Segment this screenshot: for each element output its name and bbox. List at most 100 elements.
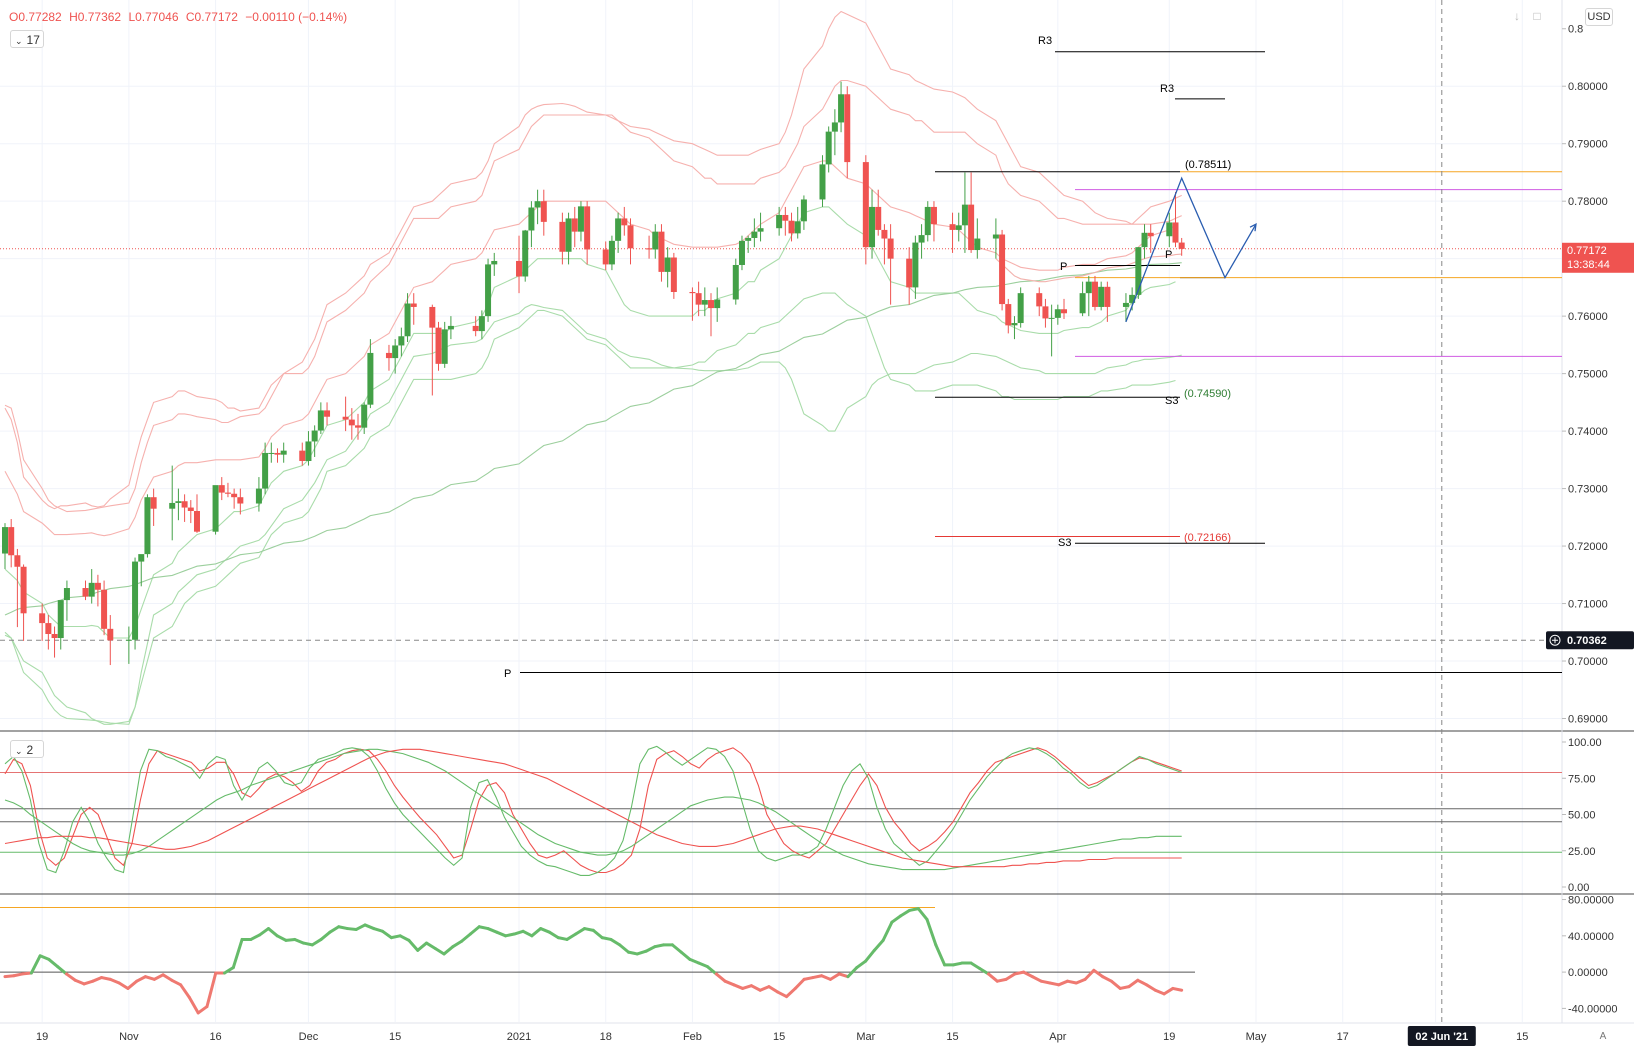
candle-body bbox=[602, 249, 609, 265]
candle bbox=[658, 224, 665, 282]
candle bbox=[385, 344, 392, 371]
momentum-segment bbox=[1004, 972, 1017, 981]
candle-body bbox=[646, 248, 653, 250]
momentum-segment bbox=[837, 972, 850, 979]
candle-body bbox=[534, 201, 541, 208]
candle bbox=[1054, 304, 1061, 325]
candle-body bbox=[738, 240, 745, 265]
arrow-down-icon[interactable]: ↓ bbox=[1514, 9, 1520, 23]
crosshair-price-value: 0.70362 bbox=[1567, 635, 1607, 647]
candle-body bbox=[144, 497, 151, 555]
candle-body bbox=[107, 628, 114, 641]
candle-body bbox=[869, 206, 876, 248]
level-label: S3 bbox=[1058, 537, 1071, 549]
candle-body bbox=[924, 206, 931, 236]
oscillator-line bbox=[4, 747, 1182, 874]
candle-body bbox=[757, 228, 764, 232]
candle-body bbox=[522, 230, 529, 277]
candle-body bbox=[311, 430, 318, 442]
momentum-axis-label: 40.00000 bbox=[1568, 931, 1614, 943]
candle bbox=[2, 523, 8, 570]
momentum-segment bbox=[697, 961, 709, 969]
candle bbox=[435, 321, 442, 371]
candle-body bbox=[1166, 222, 1173, 237]
candle bbox=[472, 316, 479, 337]
price-axis-label: 0.72000 bbox=[1568, 541, 1608, 553]
candle-body bbox=[324, 410, 331, 417]
momentum-segment bbox=[29, 954, 42, 975]
candle bbox=[714, 287, 721, 322]
chevron-down-icon: ⌄ bbox=[15, 36, 23, 46]
candle-body bbox=[348, 419, 355, 426]
candle bbox=[14, 548, 21, 628]
momentum-segment bbox=[205, 971, 218, 1009]
projection-arrowhead bbox=[1249, 223, 1257, 232]
momentum-segment bbox=[688, 957, 701, 965]
price-axis-label: 0.70000 bbox=[1568, 656, 1608, 668]
momentum-segment bbox=[521, 929, 534, 938]
auto-scale-button[interactable]: A bbox=[1599, 1031, 1607, 1042]
momentum-axis-label: -40.00000 bbox=[1568, 1003, 1618, 1015]
candle bbox=[1042, 298, 1049, 328]
candle bbox=[231, 488, 238, 509]
overlay-line bbox=[4, 79, 1182, 510]
candle bbox=[738, 235, 745, 271]
candle-body bbox=[429, 306, 436, 328]
momentum-segment bbox=[749, 984, 762, 992]
momentum-segment bbox=[758, 985, 771, 992]
time-axis-label: 16 bbox=[209, 1031, 221, 1043]
candle-body bbox=[398, 336, 405, 346]
candle-body bbox=[708, 300, 715, 309]
momentum-segment bbox=[1022, 970, 1034, 979]
candle bbox=[664, 247, 671, 288]
indicators-count: 17 bbox=[26, 33, 40, 47]
oscillator-toggle-button[interactable]: ⌄ 2 bbox=[10, 740, 44, 758]
candle bbox=[646, 235, 653, 259]
candle-body bbox=[608, 240, 615, 265]
candle bbox=[1061, 298, 1068, 320]
momentum-segment bbox=[776, 990, 789, 999]
momentum-segment bbox=[723, 979, 736, 987]
momentum-segment bbox=[143, 975, 156, 981]
momentum-segment bbox=[38, 954, 51, 961]
candle bbox=[299, 442, 306, 466]
candle bbox=[930, 201, 937, 242]
candle bbox=[1122, 293, 1129, 322]
maximize-icon[interactable]: □ bbox=[1533, 9, 1541, 23]
candle bbox=[776, 206, 783, 236]
overlay-line bbox=[4, 304, 1182, 725]
oscillator-count: 2 bbox=[26, 743, 34, 757]
candle bbox=[608, 235, 615, 271]
indicators-toggle-button[interactable]: ⌄ 17 bbox=[10, 30, 44, 48]
candle-body bbox=[435, 327, 442, 364]
momentum-segment bbox=[714, 972, 727, 983]
candle-body bbox=[88, 582, 95, 597]
candle bbox=[45, 615, 52, 650]
time-axis-label: 19 bbox=[1163, 1031, 1175, 1043]
candle bbox=[534, 189, 541, 225]
candle-body bbox=[361, 404, 368, 428]
price-axis-label: 0.75000 bbox=[1568, 369, 1608, 381]
candle-body bbox=[528, 207, 535, 231]
momentum-segment bbox=[179, 983, 191, 1000]
momentum-segment bbox=[381, 929, 393, 940]
candle bbox=[485, 258, 492, 322]
candle bbox=[404, 293, 411, 343]
candle-body bbox=[999, 234, 1006, 305]
candle-body bbox=[491, 260, 498, 265]
last-price-tag bbox=[1562, 242, 1634, 273]
candle bbox=[262, 442, 269, 495]
candle-body bbox=[1085, 281, 1092, 294]
currency-button[interactable]: USD bbox=[1585, 8, 1613, 26]
time-axis-label: 15 bbox=[389, 1031, 401, 1043]
price-axis-label: 0.80000 bbox=[1568, 81, 1608, 93]
overlay-line bbox=[995, 253, 1182, 283]
momentum-segment bbox=[793, 977, 806, 990]
candle-body bbox=[1061, 309, 1068, 314]
momentum-segment bbox=[609, 937, 622, 947]
momentum-segment bbox=[266, 927, 279, 938]
candle bbox=[1098, 281, 1105, 311]
candle bbox=[367, 339, 374, 409]
candle-body bbox=[540, 201, 547, 222]
